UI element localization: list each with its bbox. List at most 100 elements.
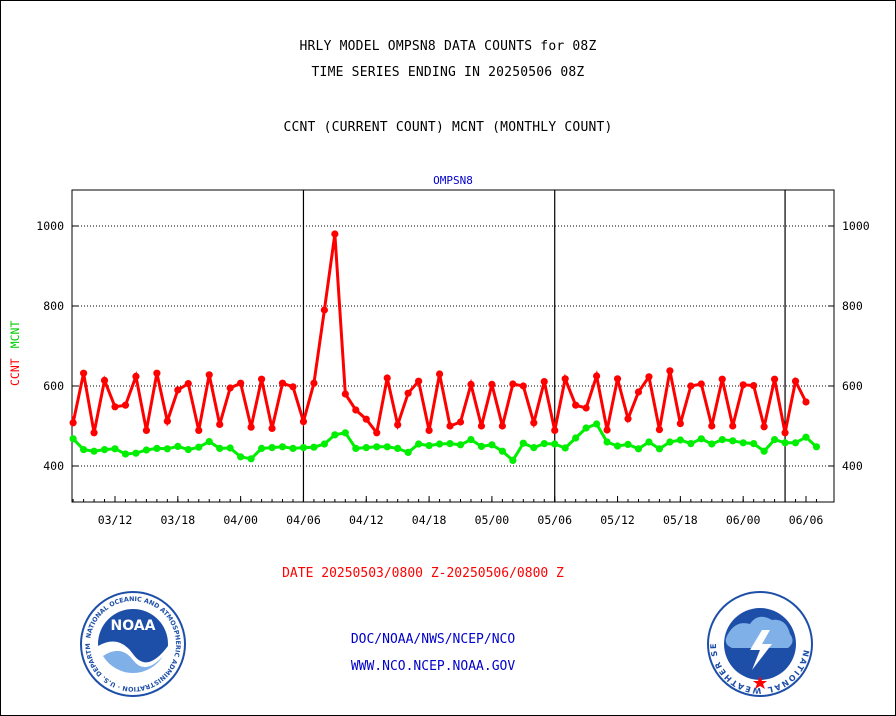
data-point-mcnt: [446, 440, 454, 448]
data-point-mcnt: [634, 445, 643, 453]
data-point-mcnt: [79, 446, 88, 454]
noaa-center-text: NOAA: [111, 618, 156, 634]
data-point-ccnt: [320, 306, 328, 314]
data-point-mcnt: [718, 436, 726, 444]
plot-area: [71, 189, 835, 503]
data-point-mcnt: [498, 447, 506, 455]
data-point-ccnt: [708, 422, 716, 430]
data-point-ccnt: [802, 398, 810, 406]
data-point-mcnt: [624, 440, 632, 448]
data-point-mcnt: [226, 444, 234, 452]
data-point-ccnt: [613, 375, 622, 383]
data-point-mcnt: [519, 439, 527, 447]
data-point-mcnt: [802, 433, 810, 441]
nco-website-link[interactable]: WWW.NCO.NCEP.NOAA.GOV: [350, 659, 516, 674]
data-point-ccnt: [750, 382, 758, 390]
data-point-ccnt: [435, 370, 444, 378]
data-point-ccnt: [142, 426, 151, 434]
data-point-ccnt: [79, 369, 88, 377]
data-point-mcnt: [174, 442, 182, 450]
data-point-ccnt: [593, 372, 601, 380]
data-point-mcnt: [603, 438, 611, 446]
data-point-ccnt: [69, 419, 77, 427]
x-tick-label: 05/00: [475, 513, 510, 527]
data-point-ccnt: [697, 380, 705, 388]
x-tick-label: 06/00: [726, 513, 761, 527]
data-point-mcnt: [456, 441, 465, 449]
data-point-mcnt: [613, 442, 622, 450]
data-point-ccnt: [519, 382, 527, 390]
y-tick-label-left: 600: [43, 379, 64, 393]
y-axis-label-mcnt: MCNT: [8, 321, 22, 349]
data-point-mcnt: [551, 440, 559, 448]
chart-legend-description: CCNT (CURRENT COUNT) MCNT (MONTHLY COUNT…: [283, 120, 613, 135]
doc-noaa-link[interactable]: DOC/NOAA/NWS/NCEP/NCO: [350, 632, 516, 647]
data-point-ccnt: [666, 367, 674, 375]
data-point-ccnt: [174, 386, 182, 394]
chart-series-title: OMPSN8: [433, 174, 473, 187]
data-point-ccnt: [111, 403, 119, 411]
data-point-mcnt: [655, 445, 664, 453]
data-point-ccnt: [247, 423, 255, 431]
data-point-mcnt: [352, 444, 360, 452]
data-point-mcnt: [268, 444, 276, 452]
data-point-mcnt: [132, 449, 140, 457]
data-point-mcnt: [163, 445, 171, 453]
data-point-mcnt: [708, 440, 716, 448]
x-tick-label: 04/18: [412, 513, 447, 527]
data-point-mcnt: [488, 441, 496, 449]
data-point-mcnt: [770, 436, 779, 444]
data-point-mcnt: [195, 443, 203, 451]
data-point-mcnt: [697, 435, 705, 443]
data-point-ccnt: [153, 369, 161, 377]
data-point-ccnt: [310, 379, 318, 387]
chart-title-line2: TIME SERIES ENDING IN 20250506 08Z: [311, 65, 585, 80]
data-point-ccnt: [373, 429, 381, 437]
data-point-mcnt: [645, 438, 653, 446]
series-line-ccnt: [72, 233, 808, 437]
data-point-ccnt: [415, 377, 423, 385]
data-point-ccnt: [739, 381, 747, 389]
data-point-mcnt: [812, 443, 821, 451]
data-point-mcnt: [205, 438, 213, 446]
y-tick-label-left: 1000: [36, 219, 64, 233]
data-point-ccnt: [216, 420, 224, 428]
x-tick-label: 05/06: [537, 513, 572, 527]
data-point-ccnt: [205, 371, 213, 379]
x-tick-label: 03/12: [98, 513, 133, 527]
data-point-mcnt: [530, 444, 538, 452]
data-point-ccnt: [163, 417, 171, 425]
data-point-ccnt: [467, 380, 475, 388]
data-point-ccnt: [509, 380, 517, 388]
data-point-ccnt: [729, 422, 737, 430]
data-point-mcnt: [394, 444, 402, 452]
data-point-ccnt: [446, 422, 454, 430]
data-point-mcnt: [142, 446, 151, 454]
data-point-ccnt: [645, 373, 653, 381]
data-point-ccnt: [100, 376, 109, 384]
data-point-mcnt: [289, 444, 297, 452]
data-point-mcnt: [593, 420, 601, 428]
y-tick-label-right: 800: [842, 299, 863, 313]
data-point-ccnt: [331, 230, 339, 238]
data-point-ccnt: [132, 372, 140, 380]
data-point-ccnt: [341, 390, 349, 398]
nws-logo: NATIONAL WEATHER SERVICE: [706, 590, 813, 697]
data-point-ccnt: [226, 384, 234, 392]
data-point-mcnt: [153, 444, 161, 452]
x-tick-label: 04/06: [286, 513, 321, 527]
data-point-ccnt: [603, 426, 611, 434]
data-point-mcnt: [791, 439, 800, 447]
data-point-mcnt: [247, 455, 255, 463]
data-point-ccnt: [362, 415, 370, 423]
data-point-ccnt: [488, 380, 496, 388]
y-tick-label-right: 1000: [842, 219, 870, 233]
data-point-ccnt: [404, 389, 412, 397]
data-point-mcnt: [404, 448, 412, 456]
data-point-mcnt: [320, 440, 328, 448]
data-point-ccnt: [425, 426, 433, 434]
data-point-mcnt: [383, 443, 391, 451]
data-point-mcnt: [739, 439, 747, 447]
data-point-mcnt: [362, 444, 370, 452]
data-point-ccnt: [770, 375, 779, 383]
